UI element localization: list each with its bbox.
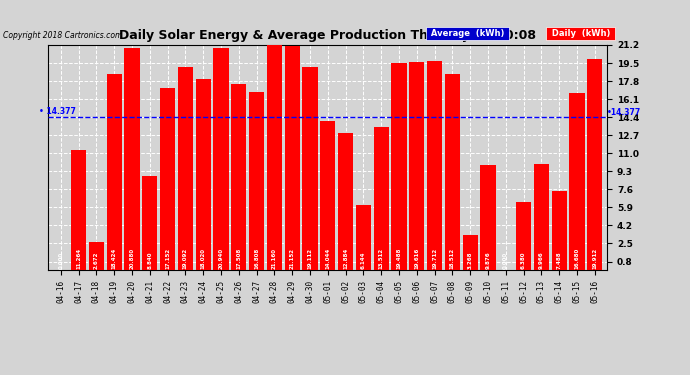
Bar — [178, 68, 193, 270]
Text: 21.160: 21.160 — [272, 248, 277, 269]
Bar — [142, 176, 157, 270]
Text: 12.884: 12.884 — [343, 248, 348, 269]
Bar — [569, 93, 584, 270]
Bar — [320, 121, 335, 270]
Bar — [106, 75, 121, 270]
Bar — [195, 79, 210, 270]
Text: 18.020: 18.020 — [201, 248, 206, 269]
Bar — [480, 165, 495, 270]
Text: 11.264: 11.264 — [76, 248, 81, 269]
Bar — [462, 236, 477, 270]
Text: 0.000: 0.000 — [58, 252, 63, 269]
Text: 20.940: 20.940 — [219, 248, 224, 269]
Text: • 14.377: • 14.377 — [39, 107, 77, 116]
Bar — [178, 68, 193, 270]
Bar — [551, 190, 566, 270]
Bar — [267, 45, 282, 270]
Bar — [106, 75, 121, 270]
Text: 6.144: 6.144 — [361, 252, 366, 269]
Text: 0.000: 0.000 — [503, 252, 509, 269]
Bar — [516, 202, 531, 270]
Text: 9.876: 9.876 — [486, 251, 491, 269]
Title: Daily Solar Energy & Average Production Thu May 17 20:08: Daily Solar Energy & Average Production … — [119, 30, 536, 42]
Text: 19.712: 19.712 — [432, 248, 437, 269]
Bar — [356, 205, 371, 270]
Bar — [534, 164, 549, 270]
Bar — [534, 164, 549, 270]
Bar — [480, 165, 495, 270]
Text: 7.488: 7.488 — [557, 251, 562, 269]
Bar — [195, 79, 210, 270]
Bar — [160, 88, 175, 270]
Text: Average  (kWh): Average (kWh) — [428, 29, 507, 38]
Text: 16.808: 16.808 — [254, 248, 259, 269]
Bar — [373, 127, 388, 270]
Bar — [427, 61, 442, 270]
Text: 13.512: 13.512 — [379, 248, 384, 269]
Bar — [373, 127, 388, 270]
Text: 6.380: 6.380 — [521, 252, 526, 269]
Bar — [124, 48, 139, 270]
Text: 19.912: 19.912 — [592, 248, 598, 269]
Text: 19.092: 19.092 — [183, 248, 188, 269]
Bar — [320, 121, 335, 270]
Bar — [409, 62, 424, 270]
Text: 16.680: 16.680 — [575, 248, 580, 269]
Text: 19.616: 19.616 — [414, 248, 420, 269]
Bar — [338, 133, 353, 270]
Text: 20.880: 20.880 — [130, 248, 135, 269]
Bar — [160, 88, 175, 270]
Text: 19.112: 19.112 — [308, 248, 313, 269]
Bar — [427, 61, 442, 270]
Bar — [267, 45, 282, 270]
Text: 14.044: 14.044 — [325, 248, 331, 269]
Text: 2.672: 2.672 — [94, 252, 99, 269]
Bar — [89, 242, 104, 270]
Bar — [445, 74, 460, 270]
Bar — [409, 62, 424, 270]
Bar — [445, 74, 460, 270]
Text: 9.966: 9.966 — [539, 251, 544, 269]
Bar — [231, 84, 246, 270]
Text: 19.488: 19.488 — [397, 248, 402, 269]
Bar — [302, 67, 317, 270]
Bar — [249, 92, 264, 270]
Bar — [569, 93, 584, 270]
Bar — [213, 48, 228, 270]
Text: Copyright 2018 Cartronics.com: Copyright 2018 Cartronics.com — [3, 30, 123, 39]
Bar — [516, 202, 531, 270]
Bar — [71, 150, 86, 270]
Bar — [284, 45, 299, 270]
Text: 18.424: 18.424 — [112, 248, 117, 269]
Bar — [391, 63, 406, 270]
Bar — [71, 150, 86, 270]
Bar — [338, 133, 353, 270]
Text: 17.508: 17.508 — [236, 248, 241, 269]
Text: 8.840: 8.840 — [147, 252, 152, 269]
Bar — [587, 58, 602, 270]
Bar — [142, 176, 157, 270]
Text: 18.512: 18.512 — [450, 248, 455, 269]
Text: 17.152: 17.152 — [165, 248, 170, 269]
Bar — [391, 63, 406, 270]
Bar — [89, 242, 104, 270]
Bar — [551, 190, 566, 270]
Bar — [356, 205, 371, 270]
Bar — [302, 67, 317, 270]
Text: •14.377: •14.377 — [607, 108, 642, 117]
Bar — [284, 45, 299, 270]
Bar — [462, 236, 477, 270]
Bar — [231, 84, 246, 270]
Bar — [587, 58, 602, 270]
Text: 21.152: 21.152 — [290, 248, 295, 269]
Bar — [249, 92, 264, 270]
Text: 3.268: 3.268 — [468, 252, 473, 269]
Bar — [213, 48, 228, 270]
Text: Daily  (kWh): Daily (kWh) — [549, 29, 613, 38]
Bar — [124, 48, 139, 270]
